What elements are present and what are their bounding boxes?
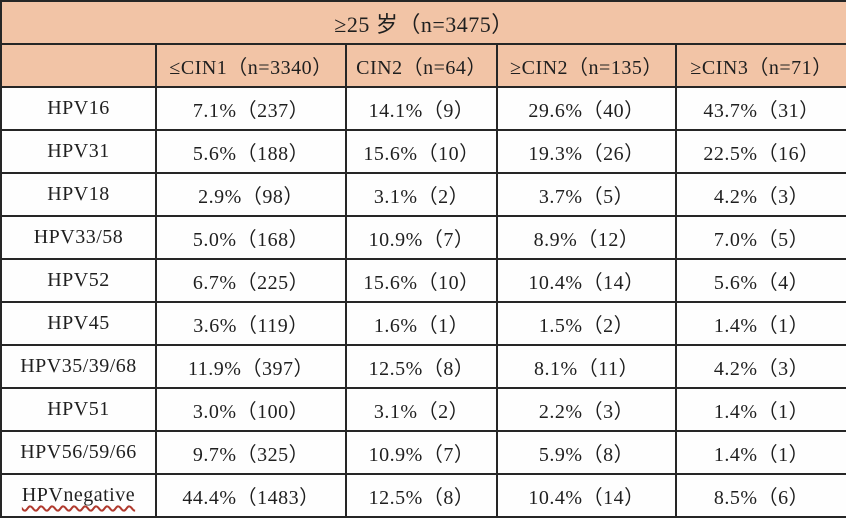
table-row: HPV56/59/66 9.7%（325） 10.9%（7） 5.9%（8） 1.4%（… (0, 430, 846, 475)
table-title: ≥25 岁（n=3475） (0, 0, 846, 45)
table-cell: 3.6%（119） (155, 301, 347, 346)
row-label: HPV16 (0, 86, 157, 131)
table-cell: 8.5%（6） (674, 473, 846, 518)
table-cell: 15.6%（10） (345, 129, 498, 174)
table-cell: 1.4%（1） (674, 387, 846, 432)
table-cell: 9.7%（325） (155, 430, 347, 475)
table-row: HPV16 7.1%（237） 14.1%（9） 29.6%（40） 43.7%（31） (0, 86, 846, 131)
row-label: HPV52 (0, 258, 157, 303)
table-row: HPV33/58 5.0%（168） 10.9%（7） 8.9%（12） 7.0%（5） (0, 215, 846, 260)
table-cell: 1.4%（1） (674, 301, 846, 346)
table-cell: 11.9%（397） (155, 344, 347, 389)
table-cell: 22.5%（16） (674, 129, 846, 174)
table-cell: 3.1%（2） (345, 387, 498, 432)
row-label: HPV33/58 (0, 215, 157, 260)
table-cell: 12.5%（8） (345, 344, 498, 389)
column-header-cin2: CIN2（n=64） (345, 43, 498, 88)
table-cell: 7.0%（5） (674, 215, 846, 260)
table-cell: 4.2%（3） (674, 172, 846, 217)
table-row: HPV18 2.9%（98） 3.1%（2） 3.7%（5） 4.2%（3） (0, 172, 846, 217)
column-header-cin1-or-less: ≤CIN1（n=3340） (155, 43, 347, 88)
row-label: HPV18 (0, 172, 157, 217)
row-label-text: HPV56/59/66 (20, 441, 137, 463)
table-cell: 10.4%（14） (496, 258, 677, 303)
table-cell: 4.2%（3） (674, 344, 846, 389)
table-cell: 3.0%（100） (155, 387, 347, 432)
table-cell: 2.9%（98） (155, 172, 347, 217)
row-label: HPV56/59/66 (0, 430, 157, 475)
row-label: HPV51 (0, 387, 157, 432)
table-row: HPV51 3.0%（100） 3.1%（2） 2.2%（3） 1.4%（1） (0, 387, 846, 432)
row-label-text: HPV18 (47, 183, 110, 205)
table-cell: 8.1%（11） (496, 344, 677, 389)
table-cell: 5.9%（8） (496, 430, 677, 475)
table-row: HPV35/39/68 11.9%（397） 12.5%（8） 8.1%（11） 4.2… (0, 344, 846, 389)
table-cell: 1.4%（1） (674, 430, 846, 475)
row-label-text: HPV16 (47, 97, 110, 119)
table-cell: 12.5%（8） (345, 473, 498, 518)
row-label: HPV35/39/68 (0, 344, 157, 389)
table-cell: 10.4%（14） (496, 473, 677, 518)
column-header-empty (0, 43, 157, 88)
table-header-row: ≤CIN1（n=3340） CIN2（n=64） ≥CIN2（n=135） ≥C… (0, 43, 846, 88)
table-body: HPV16 7.1%（237） 14.1%（9） 29.6%（40） 43.7%（31）… (0, 86, 846, 518)
table-title-row: ≥25 岁（n=3475） (0, 0, 846, 45)
table-cell: 1.5%（2） (496, 301, 677, 346)
table-cell: 10.9%（7） (345, 215, 498, 260)
table-cell: 10.9%（7） (345, 430, 498, 475)
table-cell: 3.1%（2） (345, 172, 498, 217)
row-label-text: HPVnegative (21, 484, 136, 506)
row-label-text: HPV31 (47, 140, 110, 162)
row-label: HPV31 (0, 129, 157, 174)
row-label-text: HPV35/39/68 (20, 355, 137, 377)
table-cell: 15.6%（10） (345, 258, 498, 303)
table-cell: 29.6%（40） (496, 86, 677, 131)
row-label-text: HPV52 (47, 269, 110, 291)
column-header-cin2-or-more: ≥CIN2（n=135） (496, 43, 677, 88)
column-header-cin3-or-more: ≥CIN3（n=71） (674, 43, 846, 88)
table-cell: 44.4%（1483） (155, 473, 347, 518)
table-cell: 3.7%（5） (496, 172, 677, 217)
table-cell: 43.7%（31） (674, 86, 846, 131)
table-cell: 5.0%（168） (155, 215, 347, 260)
table-cell: 2.2%（3） (496, 387, 677, 432)
row-label-text: HPV45 (47, 312, 110, 334)
table-cell: 14.1%（9） (345, 86, 498, 131)
table-row: HPV52 6.7%（225） 15.6%（10） 10.4%（14） 5.6%（4） (0, 258, 846, 303)
table-cell: 7.1%（237） (155, 86, 347, 131)
row-label: HPV45 (0, 301, 157, 346)
row-label-text: HPV33/58 (33, 226, 124, 248)
table-row: HPV45 3.6%（119） 1.6%（1） 1.5%（2） 1.4%（1） (0, 301, 846, 346)
table-row: HPVnegative 44.4%（1483） 12.5%（8） 10.4%（14） 8… (0, 473, 846, 518)
row-label: HPVnegative (0, 473, 157, 518)
table-cell: 5.6%（188） (155, 129, 347, 174)
table-row: HPV31 5.6%（188） 15.6%（10） 19.3%（26） 22.5%（16… (0, 129, 846, 174)
row-label-text: HPV51 (47, 398, 110, 420)
table-cell: 1.6%（1） (345, 301, 498, 346)
table-cell: 6.7%（225） (155, 258, 347, 303)
table-cell: 8.9%（12） (496, 215, 677, 260)
table-cell: 19.3%（26） (496, 129, 677, 174)
table-cell: 5.6%（4） (674, 258, 846, 303)
